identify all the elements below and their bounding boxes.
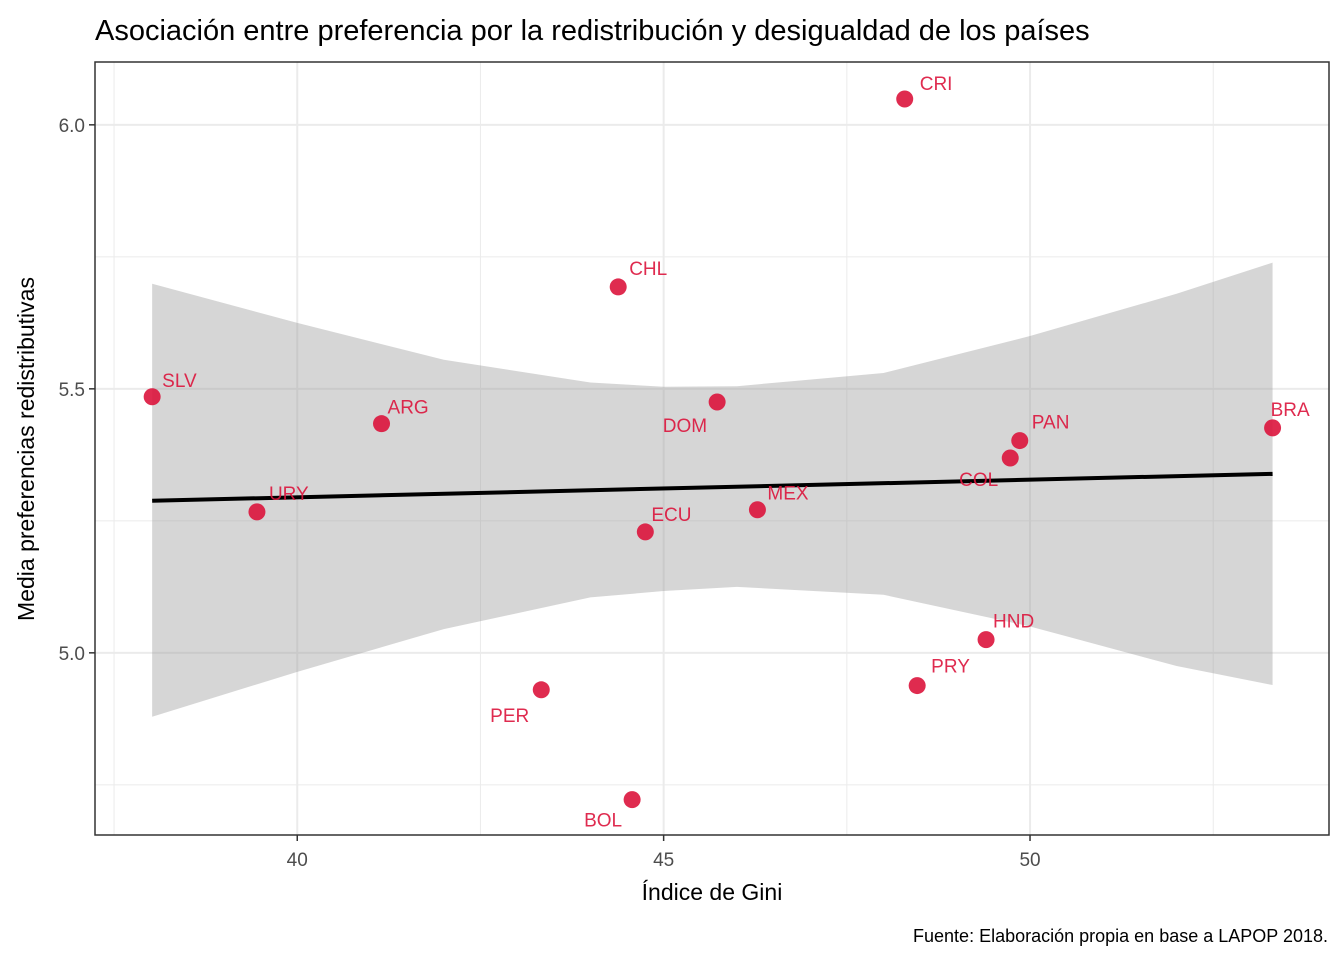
plot-panel-background: [95, 62, 1329, 835]
confidence-band: [152, 262, 1273, 717]
plot-panel-border: [94, 61, 1330, 836]
data-point-bra: [1264, 419, 1282, 437]
data-point-dom: [708, 393, 726, 411]
point-label-mex: MEX: [767, 484, 809, 505]
data-point-chl: [609, 278, 627, 296]
data-point-hnd: [977, 631, 995, 649]
point-label-col: COL: [959, 470, 998, 491]
point-label-chl: CHL: [629, 259, 667, 280]
x-axis-title: Índice de Gini: [642, 879, 783, 905]
y-axis-title: Media preferencias redistributivas: [13, 277, 39, 621]
y-tick-label: 5.0: [59, 644, 85, 665]
chart-caption: Fuente: Elaboración propia en base a LAP…: [913, 926, 1328, 946]
x-tick-label: 40: [287, 850, 308, 871]
data-points: [143, 90, 1282, 809]
point-label-per: PER: [490, 706, 529, 727]
point-label-cri: CRI: [920, 74, 953, 95]
y-tick-label: 5.5: [59, 380, 85, 401]
minor-gridlines: [95, 62, 1329, 835]
major-gridlines: [95, 62, 1329, 835]
data-point-bol: [623, 791, 641, 809]
data-point-slv: [143, 388, 161, 406]
data-point-pan: [1011, 432, 1029, 450]
point-label-arg: ARG: [388, 398, 429, 419]
point-label-dom: DOM: [663, 416, 707, 437]
point-label-bol: BOL: [584, 811, 622, 832]
point-label-hnd: HND: [993, 612, 1034, 633]
y-axis: 5.0 5.5 6.0: [59, 116, 95, 665]
x-tick-label: 45: [653, 850, 674, 871]
data-point-cri: [896, 90, 914, 108]
data-point-col: [1001, 449, 1019, 467]
data-point-pry: [908, 677, 926, 695]
chart-title: Asociación entre preferencia por la redi…: [95, 15, 1090, 47]
x-tick-label: 50: [1019, 850, 1040, 871]
point-label-slv: SLV: [162, 371, 197, 392]
point-label-ecu: ECU: [651, 505, 691, 526]
data-point-ury: [248, 503, 266, 521]
data-point-mex: [748, 501, 766, 519]
point-labels: SLV URY ARG PER CHL BOL ECU DOM MEX CRI PRY HND COL P…: [162, 74, 1310, 832]
point-label-bra: BRA: [1271, 400, 1310, 421]
regression-line: [152, 471, 1273, 503]
data-point-arg: [373, 415, 391, 433]
point-label-ury: URY: [269, 484, 309, 505]
x-axis: 40 45 50: [287, 835, 1041, 871]
point-label-pry: PRY: [931, 657, 970, 678]
data-point-ecu: [636, 523, 654, 541]
data-point-per: [532, 681, 550, 699]
point-label-pan: PAN: [1032, 413, 1070, 434]
y-tick-label: 6.0: [59, 116, 85, 137]
